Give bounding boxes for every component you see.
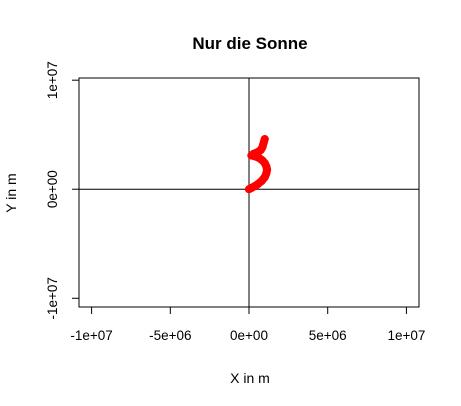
y-axis: -1e+07 0e+00 1e+07 [45,61,80,319]
x-axis: -1e+07 -5e+06 0e+00 5e+06 1e+07 [70,306,425,343]
x-tick-label: -1e+07 [70,328,112,343]
y-tick-label: 1e+07 [45,61,60,99]
data-points [245,135,272,194]
x-tick-label: 0e+00 [230,328,268,343]
x-axis-label: X in m [230,370,270,386]
x-tick-label: 5e+06 [309,328,347,343]
chart-title: Nur die Sonne [192,34,307,53]
x-tick-label: -5e+06 [149,328,191,343]
x-tick-label: 1e+07 [387,328,425,343]
y-tick-label: 0e+00 [45,170,60,208]
y-tick-label: -1e+07 [45,277,60,319]
data-point [260,135,269,144]
y-axis-label: Y in m [3,173,19,212]
